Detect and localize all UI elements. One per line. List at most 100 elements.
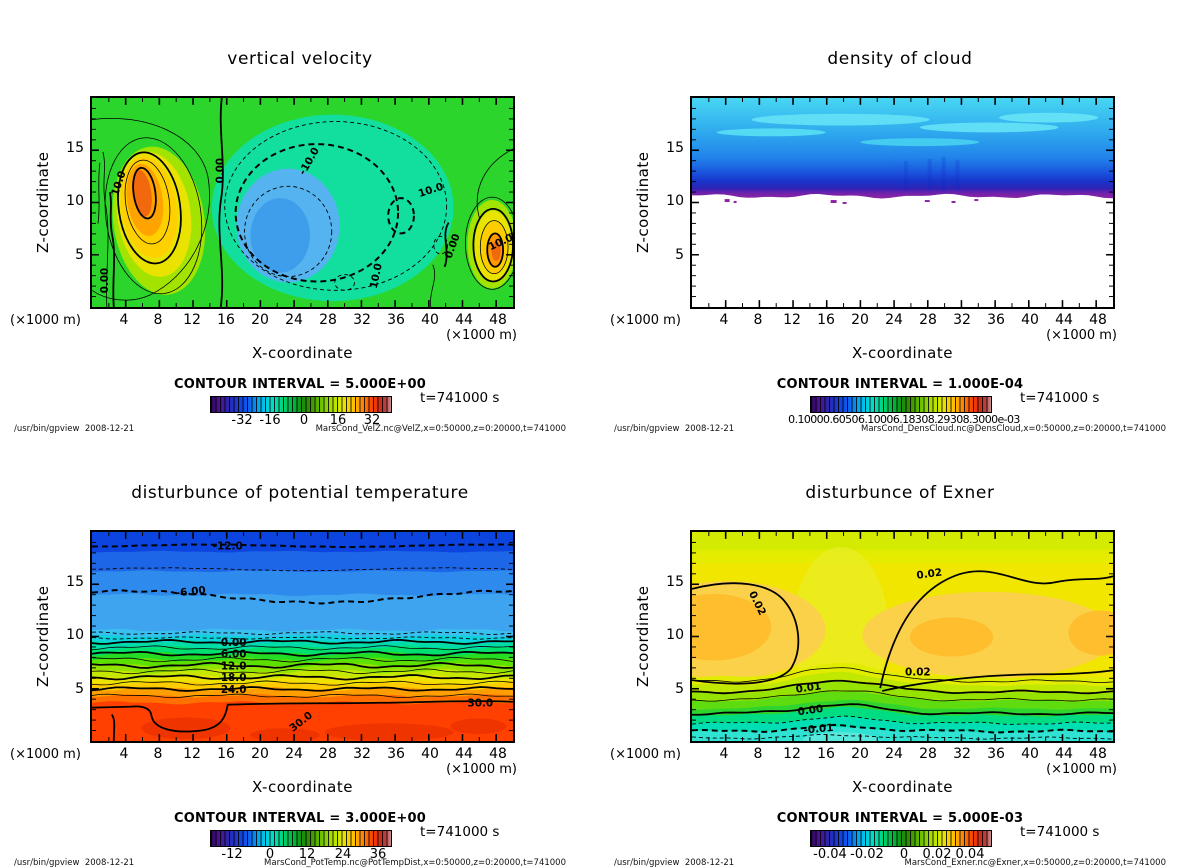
contour-label: 0.01 [795,680,822,695]
plot-area: 0.02 0.02 0.02 0.01 0.00 -0.01 [690,530,1115,743]
x-tick-label: 8 [153,312,163,328]
colorbar [210,830,392,847]
x-tick-labels: 4 8 12 16 20 24 28 32 36 40 44 48 [90,312,515,328]
panel-vertical-velocity: vertical velocity Z-coordinate 5 10 15 [0,0,600,434]
contour-label: -12.0 [213,541,243,553]
contour-label: 10.0 [368,262,385,289]
y-tick-label: 15 [66,574,84,590]
x-tick-label: 12 [783,312,801,328]
x-tick-label: 16 [817,746,835,762]
colorbar [210,396,392,413]
x-tick-label: 24 [285,746,303,762]
y-tick-labels: 5 10 15 [54,96,84,309]
x-tick-label: 40 [1021,746,1039,762]
x-tick-label: 40 [421,312,439,328]
colorbar [810,830,992,847]
contour-field-vertical-velocity: 10.0 0.00 -10.0 10.0 10.0 0.00 10.0 0.00 [92,98,513,307]
x-tick-label: 20 [251,746,269,762]
plot-area [690,96,1115,309]
colorbar-tick-label: 0 [265,847,275,862]
x-tick-label: 44 [455,312,473,328]
colorbar-tick-label: 0 [899,847,909,862]
colorbar-tick-label: 36 [369,847,387,862]
x-tick-label: 36 [987,312,1005,328]
x-tick-labels: 4 8 12 16 20 24 28 32 36 40 44 48 [690,312,1115,328]
colorbar-tick-label: -0.02 [850,847,884,862]
colorbar-tick-label: -12 [221,847,243,862]
x-tick-label: 28 [319,746,337,762]
contour-field-exner: 0.02 0.02 0.02 0.01 0.00 -0.01 [692,532,1113,741]
y-tick-label: 10 [66,193,84,209]
x-tick-label: 16 [217,746,235,762]
contour-interval-label: CONTOUR INTERVAL = 5.000E-03 [776,811,1024,826]
x-tick-label: 20 [251,312,269,328]
y-tick-label: 10 [66,627,84,643]
x-tick-label: 32 [353,746,371,762]
x-tick-label: 32 [953,312,971,328]
colorbar-tick-label: 24 [334,847,352,862]
colorbar-tick-label: 16 [329,413,347,428]
colorbar-tick-label: -0.04 [813,847,847,862]
contour-label: 18.0 [221,672,247,684]
x-axis-label: X-coordinate [852,344,953,362]
z-axis-unit: (×1000 m) [10,747,81,762]
x-tick-label: 12 [783,746,801,762]
x-axis-unit: (×1000 m) [446,328,517,343]
x-tick-label: 28 [319,312,337,328]
footer-program-date: /usr/bin/gpview 2008-12-21 [614,858,735,868]
colorbar-tick-label: 12 [298,847,316,862]
y-tick-label: 5 [75,247,84,263]
colorbar-tick-labels: 0.10000.60506.10006.18308.29308.3000e-03 [788,413,1020,429]
x-axis-label: X-coordinate [852,778,953,796]
contour-label: 0.00 [797,703,824,718]
contour-label: 12.0 [221,660,247,672]
panel-potential-temperature: disturbunce of potential temperature Z-c… [0,434,600,868]
axis-ticks [92,532,513,741]
y-axis-label: Z-coordinate [34,585,52,688]
y-tick-labels: 5 10 15 [54,530,84,743]
x-tick-labels: 4 8 12 16 20 24 28 32 36 40 44 48 [690,746,1115,762]
plot-area: -12.0 -6.00 0.00 6.00 12.0 18.0 24.0 30.… [90,530,515,743]
x-tick-label: 16 [217,312,235,328]
contour-label: 0.00 [215,158,227,183]
contour-label: -0.01 [803,722,834,736]
x-tick-label: 4 [119,746,129,762]
x-tick-label: 48 [489,312,507,328]
x-tick-label: 44 [1055,746,1073,762]
footer-dataset: MarsCond_PotTemp.nc@PotTempDist,x=0:5000… [264,858,566,868]
panel-density-of-cloud: density of cloud Z-coordinate 5 10 15 [600,0,1200,434]
colorbar-tick-label: 0.10000.60506.10006.18308.29308.3000e-03 [788,413,1020,426]
x-tick-label: 48 [1089,312,1107,328]
footer-program-date: /usr/bin/gpview 2008-12-21 [14,858,135,868]
colorbar-tick-label: 0.02 [922,847,952,862]
colorbar-tick-labels: -12 0 12 24 36 [210,847,390,863]
panel-exner: disturbunce of Exner Z-coordinate 5 10 15 [600,434,1200,868]
y-tick-label: 15 [666,140,684,156]
x-tick-label: 24 [885,746,903,762]
y-tick-label: 5 [75,681,84,697]
x-tick-label: 8 [153,746,163,762]
y-tick-label: 15 [666,574,684,590]
colorbar-tick-label: 0 [299,413,309,428]
contour-field-density-of-cloud [692,98,1113,307]
footer-program-date: /usr/bin/gpview 2008-12-21 [14,424,135,434]
plot-area: 10.0 0.00 -10.0 10.0 10.0 0.00 10.0 0.00 [90,96,515,309]
contour-label: 24.0 [221,684,247,696]
x-tick-labels: 4 8 12 16 20 24 28 32 36 40 44 48 [90,746,515,762]
x-axis-unit: (×1000 m) [1046,328,1117,343]
x-tick-label: 40 [421,746,439,762]
footer-dataset: MarsCond_VelZ.nc@VelZ,x=0:50000,z=0:2000… [315,424,566,434]
x-tick-label: 48 [1089,746,1107,762]
panel-title: disturbunce of Exner [805,483,995,503]
z-axis-unit: (×1000 m) [610,747,681,762]
z-axis-unit: (×1000 m) [10,313,81,328]
contour-label: 30.0 [467,698,493,710]
contour-label: 0.00 [99,268,111,293]
colorbar-tick-labels: -32 -16 0 16 32 [210,413,390,429]
x-axis-unit: (×1000 m) [1046,762,1117,777]
colorbar-tick-label: 0.04 [955,847,985,862]
x-tick-label: 24 [885,312,903,328]
x-tick-label: 20 [851,746,869,762]
x-tick-label: 24 [285,312,303,328]
axis-ticks [692,98,1113,307]
